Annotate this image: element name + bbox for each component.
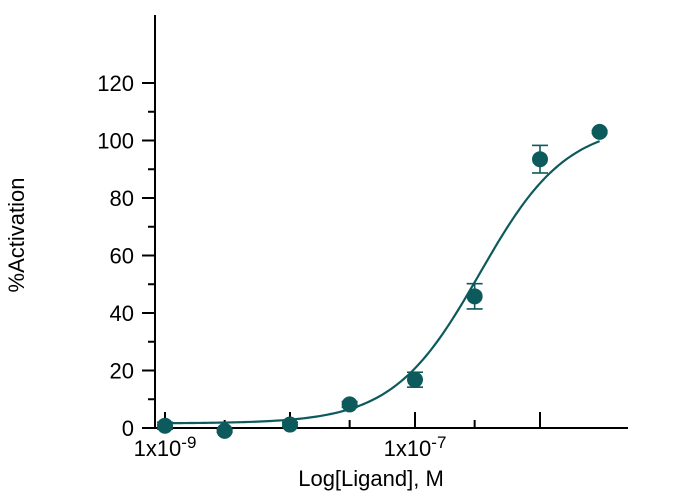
data-point bbox=[157, 417, 173, 434]
y-tick-label: 40 bbox=[110, 301, 134, 326]
y-tick-label: 80 bbox=[110, 186, 134, 211]
data-point-group bbox=[532, 144, 548, 174]
x-tick-label: 1x10-9 bbox=[134, 433, 197, 461]
data-point bbox=[466, 288, 483, 305]
data-point bbox=[282, 416, 298, 433]
fit-curve-layer bbox=[164, 140, 601, 425]
data-point bbox=[216, 422, 233, 439]
fit-curve bbox=[164, 140, 601, 425]
y-tick-label: 120 bbox=[97, 71, 134, 96]
y-axis-title: %Activation bbox=[4, 178, 29, 293]
x-axis: 1x10-9 1x10-7 bbox=[134, 412, 628, 461]
y-tick-label: 0 bbox=[122, 416, 134, 441]
data-point-group bbox=[157, 417, 173, 434]
data-point bbox=[591, 123, 608, 140]
data-points-layer bbox=[157, 123, 608, 439]
y-tick-label: 100 bbox=[97, 129, 134, 154]
data-point bbox=[341, 396, 358, 413]
data-point-group bbox=[591, 123, 608, 140]
y-tick-label: 60 bbox=[110, 244, 134, 269]
y-axis: 0 20 40 60 80 100 120 bbox=[97, 15, 156, 441]
data-point-group bbox=[282, 416, 298, 433]
y-tick-label: 20 bbox=[110, 359, 134, 384]
data-point-group bbox=[216, 422, 233, 439]
data-point bbox=[407, 371, 423, 388]
data-point-group bbox=[466, 282, 483, 310]
data-point-group bbox=[407, 371, 423, 388]
data-point bbox=[532, 151, 548, 168]
data-point-group bbox=[341, 396, 358, 413]
x-axis-title: Log[Ligand], M bbox=[298, 466, 444, 491]
x-tick-label: 1x10-7 bbox=[384, 433, 447, 461]
y-axis-ticks: 0 20 40 60 80 100 120 bbox=[97, 71, 155, 441]
x-axis-ticks: 1x10-9 1x10-7 bbox=[134, 412, 541, 461]
